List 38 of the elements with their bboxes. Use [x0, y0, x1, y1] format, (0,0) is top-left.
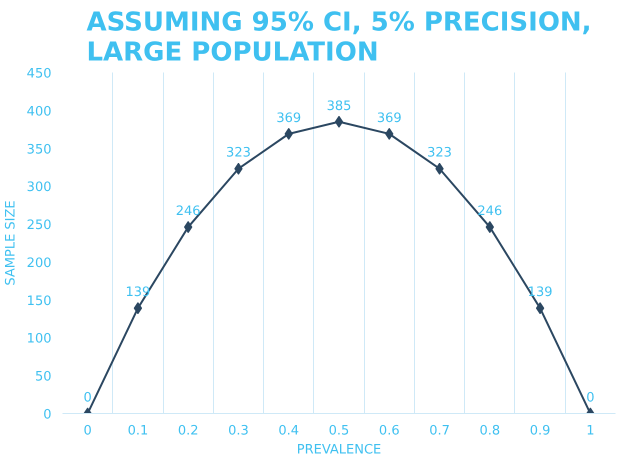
y-tick-label: 50 [34, 370, 52, 385]
data-label: 0 [84, 390, 92, 406]
data-label: 385 [326, 98, 352, 114]
point [234, 162, 243, 175]
point [134, 302, 142, 314]
x-tick-label: 0.6 [378, 424, 400, 438]
x-tick-label: 0.8 [479, 424, 500, 438]
x-tick-label: 0.5 [328, 424, 350, 438]
x-tick-label: 0.2 [178, 424, 199, 438]
x-tick-label: 0.9 [530, 424, 550, 438]
x-tick-label: 0.4 [278, 424, 300, 438]
y-axis-title: SAMPLE SIZE [4, 200, 19, 286]
data-label: 369 [276, 110, 302, 126]
y-tick-label: 250 [26, 218, 52, 234]
x-tick-label: 0.7 [429, 424, 450, 438]
data-label: 246 [176, 204, 201, 220]
y-tick-label: 100 [26, 332, 52, 347]
x-tick-label: 0 [84, 424, 92, 438]
data-label: 0 [586, 390, 595, 406]
x-tick-label: 0.3 [228, 424, 249, 438]
x-tick-label: 0.1 [128, 424, 148, 438]
y-tick-label: 150 [26, 294, 52, 309]
data-label: 323 [226, 146, 251, 161]
point [536, 302, 544, 314]
data-label: 246 [477, 204, 502, 220]
y-tick-label: 400 [26, 104, 52, 120]
y-tick-label: 350 [26, 142, 52, 158]
y-tick-label: 200 [26, 256, 52, 271]
chart-title: ASSUMING 95% CI, 5% PRECISION, LARGE POPULATION [86, 8, 592, 68]
point [435, 162, 444, 175]
x-tick-label: 1 [586, 424, 595, 438]
point [334, 116, 344, 128]
y-tick-label: 0 [43, 408, 52, 422]
y-tick-label: 450 [26, 66, 52, 82]
x-axis-title: PREVALENCE [296, 442, 382, 458]
data-label: 369 [376, 110, 402, 126]
data-label: 323 [427, 146, 452, 161]
y-tick-label: 300 [26, 180, 52, 196]
